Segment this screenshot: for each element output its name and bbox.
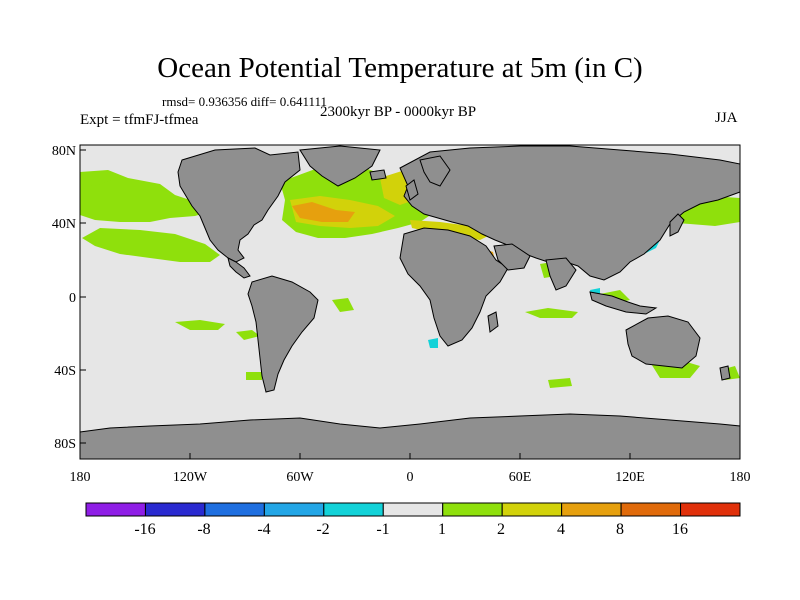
patch-north-atlantic-orange: [292, 202, 355, 222]
patch-north-pacific-east: [82, 228, 220, 262]
colorbar-label: -4: [257, 521, 270, 538]
land-greenland: [299, 145, 381, 187]
land-uk: [405, 179, 419, 201]
colorbar-swatch: [442, 502, 503, 517]
colorbar-label: 2: [497, 521, 505, 538]
land-scandinavia: [419, 155, 451, 187]
colorbar-swatch: [263, 502, 325, 517]
colorbar-swatch: [561, 502, 622, 517]
colorbar-label: -8: [197, 521, 210, 538]
colorbar-swatch: [620, 502, 682, 517]
map-title: Ocean Potential Temperature at 5m (in C): [157, 52, 643, 84]
colorbar-swatch: [204, 502, 265, 517]
patch-indian-ocean: [525, 308, 578, 318]
season-label: JJA: [715, 110, 738, 126]
x-tick-120e: 120E: [615, 470, 645, 485]
land-arabia: [493, 243, 531, 271]
colorbar-label: 4: [557, 521, 565, 538]
land-eurasia: [399, 145, 741, 281]
patch-pacific-small: [236, 330, 260, 340]
patch-green-southern-1: [246, 372, 262, 380]
stats-text: rmsd= 0.936356 diff= 0.641111: [162, 94, 328, 109]
colorbar-swatch: [144, 502, 206, 517]
patch-north-pacific-west: [80, 170, 215, 222]
experiment-label: Expt = tfmFJ-tfmea: [80, 112, 199, 128]
colorbar-label: -16: [134, 521, 155, 538]
y-tick-80n: 80N: [52, 144, 76, 159]
y-tick-40n: 40N: [52, 217, 76, 232]
colorbar-swatch: [382, 502, 444, 517]
x-tick-180e: 180: [730, 470, 751, 485]
land-iceland: [369, 169, 387, 181]
period-label: 2300kyr BP - 0000kyr BP: [320, 104, 477, 120]
y-tick-0: 0: [69, 291, 76, 306]
colorbar-labels: -16 -8 -4 -2 -1 1 2 4 8 16: [134, 521, 688, 538]
x-tick-120w: 120W: [173, 470, 208, 485]
land-indonesia: [589, 291, 658, 315]
land-madagascar: [487, 311, 499, 333]
patch-mediterranean: [410, 220, 492, 240]
land-central-america: [227, 257, 251, 279]
land-south-america: [247, 275, 319, 393]
colorbar-label: 16: [672, 521, 688, 538]
land-masses: [79, 145, 741, 460]
colorbar-label: -2: [316, 521, 329, 538]
x-tick-180w: 180: [70, 470, 91, 485]
patch-cyan-south-atlantic: [428, 338, 438, 348]
axis-tick-marks: [79, 149, 741, 459]
colorbar-label: 1: [438, 521, 446, 538]
x-tick-60w: 60W: [286, 470, 314, 485]
colorbar-swatch: [680, 502, 741, 517]
land-north-america: [177, 147, 301, 263]
colorbar-swatch: [323, 502, 384, 517]
x-tick-60e: 60E: [509, 470, 532, 485]
patch-green-southern-2: [548, 378, 572, 388]
patch-arctic-green: [80, 172, 112, 186]
patch-south-atlantic: [332, 298, 354, 312]
y-tick-80s: 80S: [54, 437, 76, 452]
colorbar-label: -1: [376, 521, 389, 538]
colorbar: [85, 502, 741, 517]
colorbar-label: 8: [616, 521, 624, 538]
colorbar-swatch: [85, 502, 146, 517]
land-new-zealand: [719, 365, 731, 381]
land-africa: [399, 227, 509, 347]
land-japan: [669, 213, 685, 237]
x-tick-0: 0: [407, 470, 414, 485]
y-tick-40s: 40S: [54, 364, 76, 379]
land-australia: [625, 315, 701, 369]
colorbar-swatch: [501, 502, 563, 517]
land-india: [545, 257, 577, 291]
patch-pacific-equatorial: [175, 320, 225, 330]
